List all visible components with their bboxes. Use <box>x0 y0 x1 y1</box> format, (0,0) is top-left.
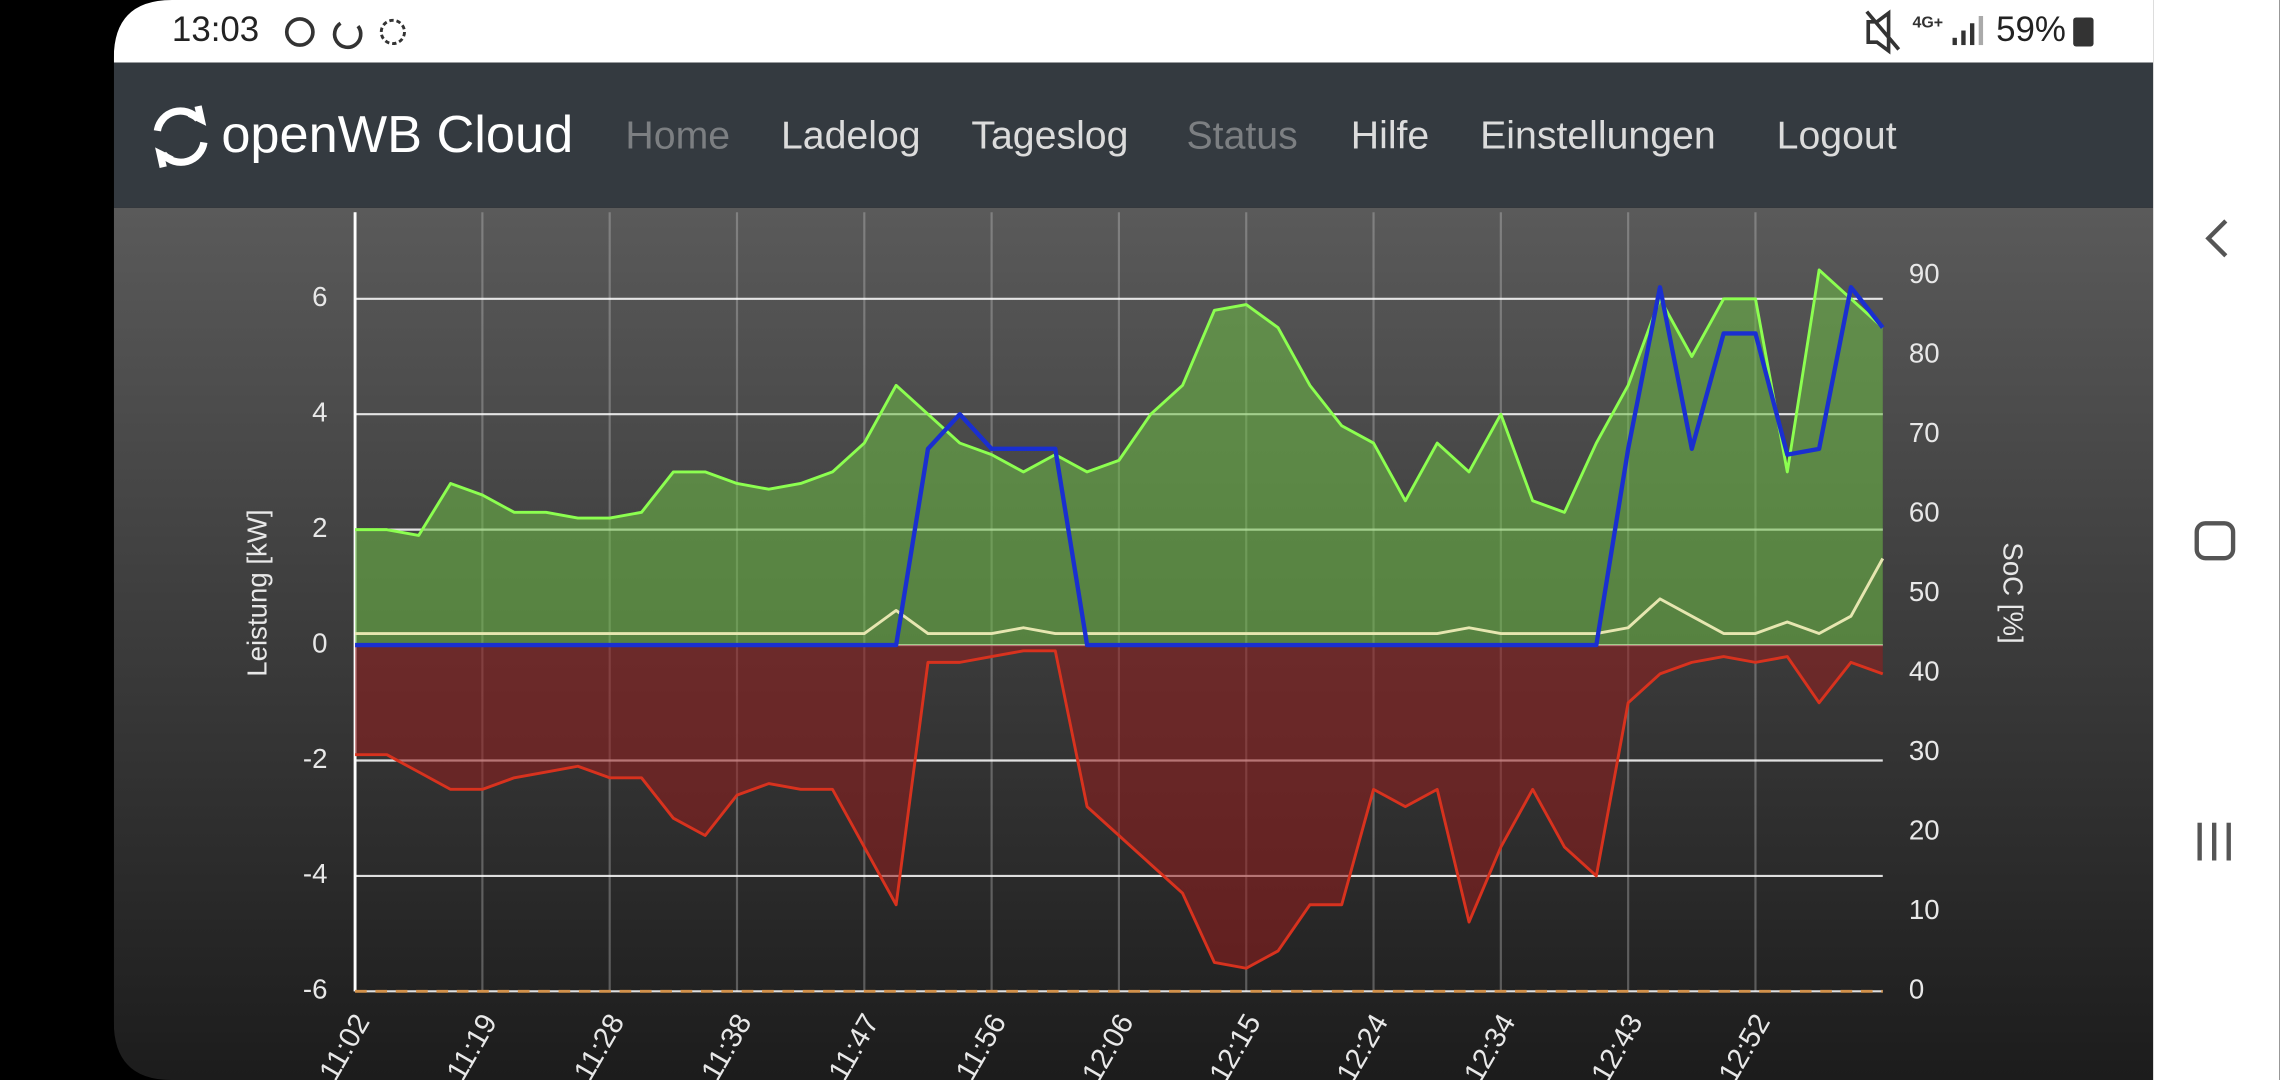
y-tick-label: 4 <box>312 397 327 428</box>
nav-link[interactable]: Logout <box>1777 113 1897 157</box>
navbar <box>113 62 2154 208</box>
y-tick-label: -6 <box>303 974 328 1005</box>
y-tick-label: 0 <box>312 627 327 658</box>
status-icon <box>332 21 363 50</box>
y2-tick-label: 0 <box>1909 974 1924 1005</box>
status-bar <box>113 0 2154 63</box>
mute-icon <box>1865 9 1901 55</box>
nav-link[interactable]: Ladelog <box>781 113 921 157</box>
nav-link[interactable]: Einstellungen <box>1480 113 1716 157</box>
nav-link[interactable]: Hilfe <box>1351 113 1429 157</box>
y-tick-label: 6 <box>312 281 327 312</box>
y-tick-label: -2 <box>303 743 328 774</box>
back-button[interactable] <box>2205 219 2228 258</box>
y2-tick-label: 20 <box>1909 815 1940 846</box>
y2-tick-label: 70 <box>1909 417 1940 448</box>
y-tick-label: 2 <box>312 512 327 543</box>
nav-link[interactable]: Status <box>1187 113 1298 157</box>
nav-link[interactable]: Home <box>625 113 730 157</box>
status-icon <box>379 18 406 46</box>
series-line <box>355 649 1884 970</box>
y-tick-label: -4 <box>303 858 328 889</box>
status-time: 13:03 <box>172 10 259 49</box>
y-axis-title: Leistung [kW] <box>241 509 272 676</box>
brand[interactable]: openWB Cloud <box>221 106 573 164</box>
system-nav-bar <box>2153 0 2280 1080</box>
series-line <box>355 557 1885 635</box>
recents-button[interactable] <box>2197 822 2231 861</box>
nav-link[interactable]: Tageslog <box>971 113 1128 157</box>
battery-percent: 59% <box>1996 10 2066 49</box>
area <box>355 269 1883 646</box>
y2-tick-label: 10 <box>1909 894 1940 925</box>
y2-tick-label: 30 <box>1909 735 1940 766</box>
chart: 11:02 11:19 11:28 11:38 11:47 11:56 12:06 12:15… <box>241 212 2028 1080</box>
y2-tick-label: 90 <box>1909 258 1940 289</box>
status-icon <box>284 17 315 47</box>
signal-icon <box>1952 15 1984 46</box>
y2-tick-label: 50 <box>1909 576 1940 607</box>
home-button[interactable] <box>2194 521 2236 561</box>
battery-icon <box>2073 17 2094 47</box>
network-type: 4G+ <box>1913 14 1944 31</box>
series-line <box>355 285 1885 648</box>
series-line <box>355 268 1884 537</box>
area <box>355 645 1883 969</box>
nav-links: Home Ladelog Tageslog Status Hilfe Einstellun… <box>625 113 1896 157</box>
y2-tick-label: 40 <box>1909 656 1940 687</box>
y2-tick-label: 60 <box>1909 497 1940 528</box>
y2-axis-title: SoC [%] <box>1997 542 2028 643</box>
y2-tick-label: 80 <box>1909 338 1940 369</box>
brand-icon <box>153 105 208 168</box>
